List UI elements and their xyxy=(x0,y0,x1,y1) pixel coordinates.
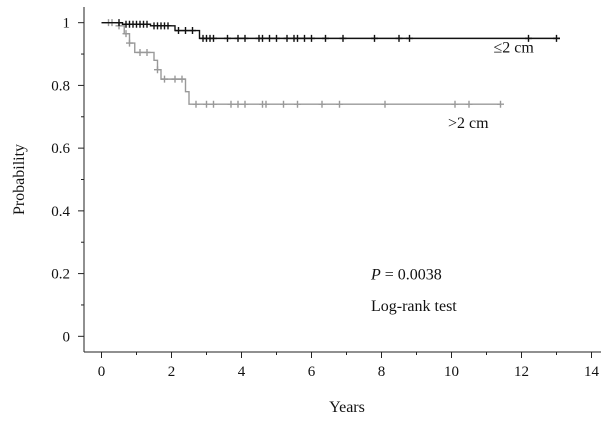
censor-mark xyxy=(241,100,249,108)
censor-mark xyxy=(189,27,196,35)
censor-mark xyxy=(164,22,172,30)
censor-mark xyxy=(171,75,179,83)
censor-mark xyxy=(294,100,301,108)
censor-mark xyxy=(143,48,151,56)
censor-mark xyxy=(178,75,186,83)
censor-mark xyxy=(381,100,389,108)
censor-mark xyxy=(294,34,301,42)
y-axis-title: Probability xyxy=(11,144,28,215)
y-tick-label: 1 xyxy=(63,16,71,32)
x-tick-label: 6 xyxy=(308,364,316,380)
x-tick-label: 4 xyxy=(238,364,246,380)
censor-mark xyxy=(395,34,403,42)
y-tick-label: 0 xyxy=(63,329,71,345)
survival-curve-le2 xyxy=(101,21,560,40)
p-value-text: = 0.0038 xyxy=(381,267,442,284)
censor-mark xyxy=(273,34,280,42)
censor-mark xyxy=(283,34,291,42)
censor-mark xyxy=(280,100,287,108)
censor-mark xyxy=(126,39,133,47)
censor-mark xyxy=(465,100,473,108)
x-tick-label: 2 xyxy=(168,364,176,380)
censor-mark xyxy=(192,100,200,108)
censor-mark xyxy=(553,34,560,42)
series-layer xyxy=(101,19,560,108)
censor-mark xyxy=(322,34,329,42)
y-tick-label: 0.6 xyxy=(51,141,70,157)
censor-mark xyxy=(336,100,343,108)
x-ticks: 0 2 4 6 8 10 12 14 xyxy=(98,352,600,380)
x-axis-title: Years xyxy=(329,399,365,416)
x-tick-label: 0 xyxy=(98,364,106,380)
series-gt2 xyxy=(101,19,504,108)
y-tick-label: 0.8 xyxy=(51,78,70,94)
censor-mark xyxy=(525,34,532,42)
censor-mark xyxy=(224,34,231,42)
p-value-annotation: P = 0.0038 xyxy=(370,267,442,284)
censor-mark xyxy=(371,34,378,42)
y-tick-label: 0.2 xyxy=(51,267,70,283)
x-tick-label: 10 xyxy=(444,364,459,380)
censor-mark xyxy=(234,34,242,42)
censor-mark xyxy=(497,100,504,108)
axes: 0 2 4 6 8 10 12 14 0 0.2 0.4 0.6 0.8 1 xyxy=(51,7,601,380)
censor-mark xyxy=(406,34,413,42)
y-tick-label: 0.4 xyxy=(51,204,70,220)
x-tick-label: 12 xyxy=(514,364,529,380)
p-symbol: P xyxy=(370,267,381,284)
series-label-gt2: >2 cm xyxy=(448,115,489,132)
censor-mark xyxy=(115,19,123,27)
y-ticks: 0 0.2 0.4 0.6 0.8 1 xyxy=(51,16,84,345)
censor-mark xyxy=(259,34,266,42)
censor-mark xyxy=(175,27,182,35)
censor-mark xyxy=(136,48,144,56)
censor-mark xyxy=(203,100,210,108)
censor-mark xyxy=(318,100,326,108)
censor-mark xyxy=(122,30,130,38)
series-label-le2: ≤2 cm xyxy=(494,39,535,56)
censor-mark xyxy=(262,100,270,108)
censor-mark xyxy=(210,100,217,108)
series-le2 xyxy=(101,19,560,42)
censor-mark xyxy=(301,34,308,42)
survival-curve-gt2 xyxy=(101,21,501,105)
censor-mark xyxy=(234,100,242,108)
censor-mark xyxy=(451,100,459,108)
test-annotation: Log-rank test xyxy=(371,298,457,315)
censor-mark xyxy=(241,34,249,42)
censor-mark xyxy=(308,34,315,42)
censor-mark xyxy=(210,34,217,42)
censor-mark xyxy=(266,34,273,42)
censor-mark xyxy=(143,20,151,28)
censor-mark xyxy=(182,27,189,35)
censor-mark xyxy=(339,34,347,42)
censor-mark xyxy=(154,66,161,74)
censor-mark xyxy=(227,100,235,108)
x-tick-label: 8 xyxy=(378,364,386,380)
censor-mark xyxy=(161,75,168,83)
x-tick-label: 14 xyxy=(584,364,600,380)
